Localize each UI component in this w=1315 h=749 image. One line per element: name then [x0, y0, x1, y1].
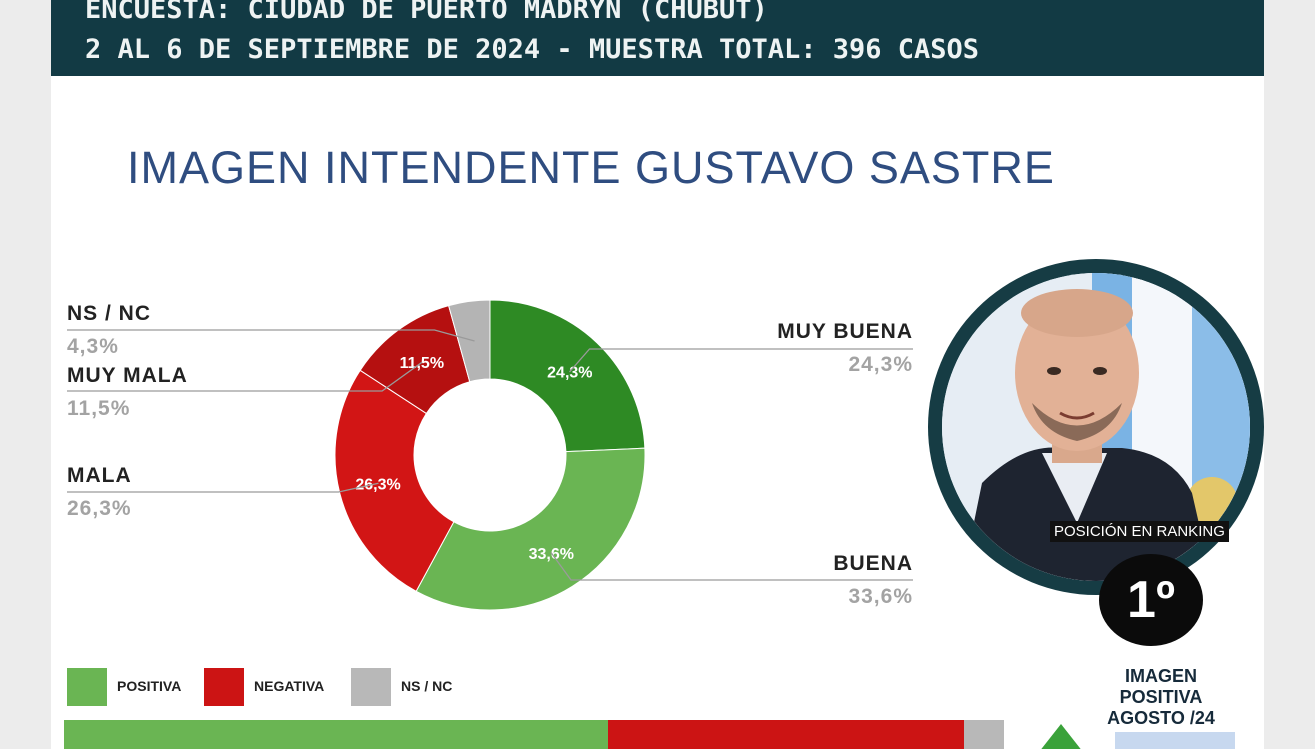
leader-line-4 — [67, 329, 475, 342]
outer-label-category-0: MUY BUENA — [777, 320, 913, 343]
leader-line-2 — [67, 482, 379, 493]
ranking-position: 1º — [1099, 554, 1203, 646]
leader-line-1 — [550, 552, 913, 581]
slice-label-2: 26,3% — [355, 476, 400, 493]
legend-swatch-positiva — [67, 668, 107, 706]
ranking-note-line-1: IMAGEN — [1125, 666, 1197, 686]
leader-line-3 — [67, 361, 423, 392]
leader-line-0 — [569, 348, 913, 373]
up-arrow-icon — [1039, 724, 1083, 749]
outer-label-value-1: 33,6% — [848, 585, 913, 608]
legend-swatch-negativa — [204, 668, 244, 706]
outer-label-category-1: BUENA — [833, 552, 913, 575]
donut-slice-4 — [448, 299, 491, 383]
ranking-note: IMAGEN POSITIVA AGOSTO /24 — [1106, 666, 1216, 729]
header-banner: ENCUESTA: CIUDAD DE PUERTO MADRYN (CHUBU… — [51, 0, 1264, 76]
ranking-note-line-2: POSITIVA — [1119, 687, 1203, 707]
outer-label-category-2: MALA — [67, 464, 132, 487]
slice-label-0: 24,3% — [547, 365, 592, 382]
donut-slice-1 — [415, 447, 646, 611]
stacked-bar-segment-1 — [608, 720, 964, 749]
outer-label-category-4: NS / NC — [67, 302, 151, 325]
slice-label-1: 33,6% — [529, 546, 574, 563]
survey-card: ENCUESTA: CIUDAD DE PUERTO MADRYN (CHUBU… — [51, 0, 1264, 749]
legend-label-negativa: NEGATIVA — [254, 678, 325, 694]
header-line-1: ENCUESTA: CIUDAD DE PUERTO MADRYN (CHUBU… — [85, 0, 768, 25]
outer-label-value-0: 24,3% — [848, 353, 913, 376]
outer-label-category-3: MUY MALA — [67, 364, 188, 387]
header-line-2: 2 AL 6 DE SEPTIEMBRE DE 2024 - MUESTRA T… — [85, 34, 980, 65]
chart-title: IMAGEN INTENDENTE GUSTAVO SASTRE — [127, 142, 1055, 193]
outer-label-value-3: 11,5% — [67, 397, 130, 420]
ranking-note-line-3: AGOSTO /24 — [1107, 708, 1215, 728]
outer-label-value-4: 4,3% — [67, 335, 119, 358]
stacked-bar-segment-0 — [64, 720, 609, 749]
donut-slice-0 — [489, 299, 646, 453]
donut-slice-2 — [334, 369, 455, 592]
legend-swatch-nsnc — [351, 668, 391, 706]
donut-chart: 24,3% 33,6% 26,3% 11,5% MUY BUENA 24,3% BUENA… — [67, 299, 913, 611]
slice-label-3: 11,5% — [400, 355, 444, 372]
legend-label-positiva: POSITIVA — [117, 678, 182, 694]
ranking-label: POSICIÓN EN RANKING — [1050, 521, 1229, 542]
ranking-footer-box — [1115, 732, 1235, 749]
stacked-bar-segment-2 — [963, 720, 1004, 749]
legend-label-nsnc: NS / NC — [401, 678, 453, 694]
outer-label-value-2: 26,3% — [67, 497, 132, 520]
mayor-photo — [928, 259, 1264, 595]
